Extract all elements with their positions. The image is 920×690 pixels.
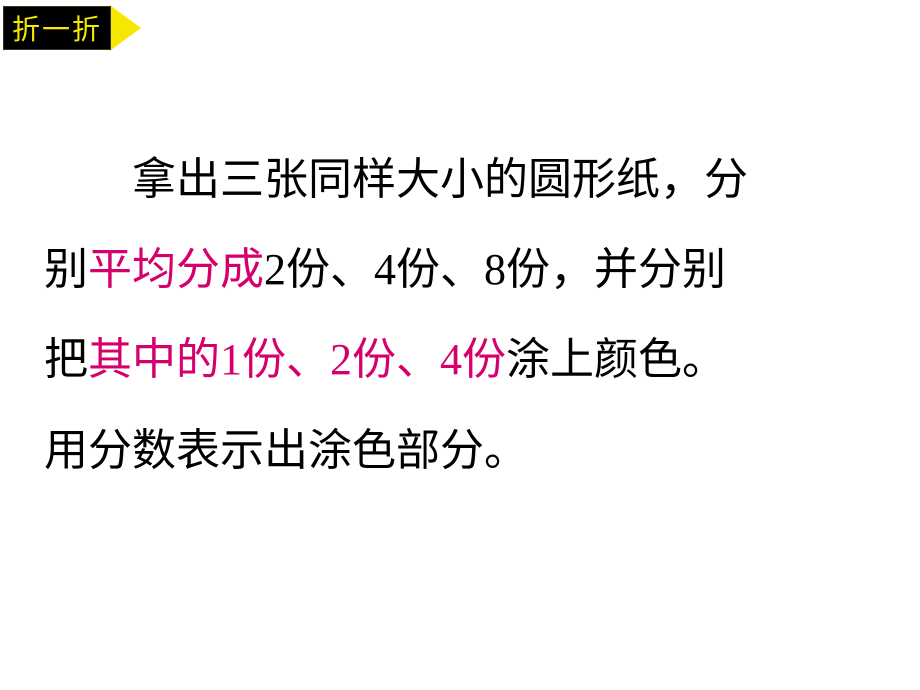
text-line2a: 别 bbox=[44, 245, 88, 294]
text-line3-highlight: 其中的1份、2份、4份 bbox=[88, 335, 506, 384]
tag-label-box: 折一折 bbox=[3, 6, 111, 50]
text-line3c: 涂上颜色。 bbox=[506, 335, 726, 384]
text-line3a: 把 bbox=[44, 335, 88, 384]
slide-tag: 折一折 bbox=[3, 6, 141, 50]
tag-label: 折一折 bbox=[12, 8, 102, 48]
slide-body: 拿出三张同样大小的圆形纸，分 别平均分成2份、4份、8份，并分别 把其中的1份、… bbox=[44, 135, 876, 496]
tag-arrow-icon bbox=[111, 6, 141, 50]
text-line2c: 2份、4份、8份，并分别 bbox=[264, 245, 726, 294]
text-line1: 拿出三张同样大小的圆形纸，分 bbox=[132, 155, 748, 204]
text-line4: 用分数表示出涂色部分。 bbox=[44, 426, 528, 475]
text-line2-highlight: 平均分成 bbox=[88, 245, 264, 294]
